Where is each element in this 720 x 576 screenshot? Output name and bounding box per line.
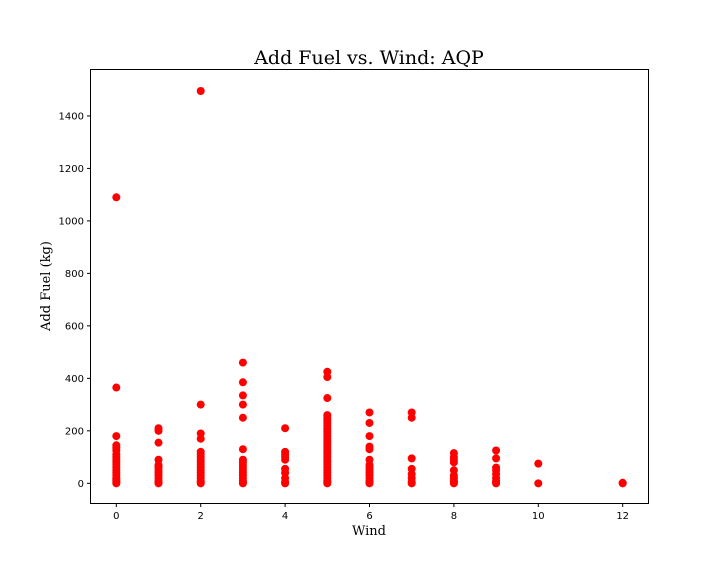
data-point [238,378,247,387]
data-point [238,413,247,422]
data-point [196,429,205,438]
data-point [407,408,416,417]
data-point [281,464,290,473]
data-point [196,400,205,409]
y-tick-label: 1000 [59,216,84,227]
data-point [365,408,374,417]
y-tick-label: 800 [65,269,84,280]
data-point [323,411,332,420]
y-tick-label: 1200 [59,164,84,175]
data-point [196,447,205,456]
data-point [238,391,247,400]
data-points [112,86,627,488]
data-point [534,459,543,468]
data-point [196,86,205,95]
x-tick-label: 4 [282,511,288,522]
data-point [492,446,501,455]
data-point [534,479,543,488]
x-tick-label: 2 [198,511,204,522]
data-point [112,193,121,202]
data-point [238,400,247,409]
y-tick-label: 400 [65,374,84,385]
data-point [407,464,416,473]
x-axis-ticks: 0 2 4 6 8 10 12 [113,503,629,522]
x-tick-label: 10 [532,511,545,522]
x-tick-label: 8 [451,511,457,522]
data-point [449,449,458,458]
data-point [154,438,163,447]
data-point [112,432,121,441]
data-point [112,441,121,450]
x-tick-label: 12 [616,511,629,522]
chart-title: Add Fuel vs. Wind: AQP [253,47,484,69]
data-point [154,455,163,464]
data-point [323,367,332,376]
x-axis-label: Wind [352,524,386,539]
data-point [365,432,374,441]
data-point [407,454,416,463]
data-point [365,418,374,427]
data-point [238,445,247,454]
data-point [281,447,290,456]
data-point [281,424,290,433]
y-axis-label: Add Fuel (kg) [39,241,54,332]
data-point [618,478,627,487]
data-point [238,455,247,464]
y-tick-label: 600 [65,321,84,332]
x-tick-label: 6 [366,511,372,522]
data-point [492,463,501,472]
x-tick-label: 0 [113,511,119,522]
y-tick-label: 1400 [59,111,84,122]
y-axis-ticks: 0 200 400 600 800 1000 1200 1400 [59,111,91,490]
data-point [449,466,458,475]
data-point [154,424,163,433]
y-tick-label: 200 [65,426,84,437]
data-point [365,442,374,451]
data-point [492,454,501,463]
data-point [323,394,332,403]
y-tick-label: 0 [78,479,84,490]
data-point [365,455,374,464]
data-point [238,358,247,367]
data-point [112,383,121,392]
